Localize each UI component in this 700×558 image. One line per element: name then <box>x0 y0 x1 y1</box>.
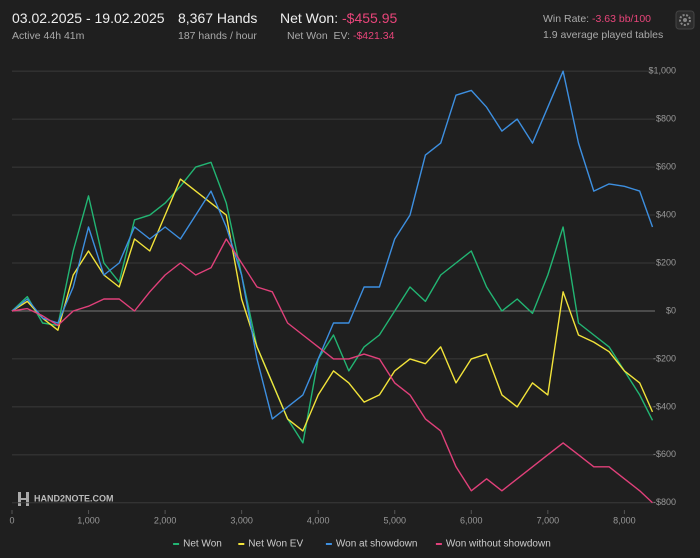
legend-item: Net Won EV <box>238 539 303 550</box>
series-line <box>11 70 654 420</box>
active-time: Active 44h 41m <box>12 30 85 42</box>
y-tick-label: $1,000 <box>648 66 676 76</box>
tables: 1.9 average played tables <box>543 29 664 41</box>
legend-item: Net Won <box>173 539 222 550</box>
net-won-ev-value: -$421.34 <box>352 30 395 42</box>
net-won: Net Won: -$455.95 <box>280 10 397 26</box>
win-rate: Win Rate: -3.63 bb/100 <box>543 13 651 25</box>
y-tick-label: $0 <box>666 305 676 315</box>
net-won-ev-label: Net Won EV: <box>287 30 351 42</box>
hands-rate: 187 hands / hour <box>178 30 257 42</box>
y-tick-label: $600 <box>656 161 676 171</box>
legend-label: Won at showdown <box>336 539 418 550</box>
logo: HAND2NOTE.COM <box>18 492 114 506</box>
y-tick-label: -$800 <box>653 497 676 507</box>
x-tick-label: 6,000 <box>460 515 483 525</box>
hands: 8,367 Hands <box>178 10 258 26</box>
series-line <box>11 238 653 504</box>
legend-item: Won at showdown <box>325 539 418 550</box>
series-line <box>11 161 654 444</box>
x-tick-label: 5,000 <box>383 515 406 525</box>
legend-label: Net Won EV <box>248 539 303 550</box>
x-tick-label: 0 <box>9 515 14 525</box>
win-rate-label: Win Rate: <box>543 13 590 25</box>
x-tick-label: 1,000 <box>77 515 100 525</box>
legend-item: Won without showdown <box>435 539 551 550</box>
series-line <box>11 178 654 432</box>
x-tick-label: 3,000 <box>230 515 253 525</box>
y-tick-label: $800 <box>656 114 676 124</box>
net-won-ev: Net Won EV: -$421.34 <box>287 30 394 42</box>
x-tick-label: 7,000 <box>537 515 560 525</box>
net-won-label: Net Won: <box>280 10 339 26</box>
y-tick-label: $400 <box>656 209 676 219</box>
y-tick-label: $200 <box>656 257 676 267</box>
y-tick-label: -$600 <box>653 449 676 459</box>
x-tick-label: 8,000 <box>613 515 636 525</box>
settings-icon[interactable] <box>675 10 695 30</box>
legend-label: Won without showdown <box>446 539 551 550</box>
win-rate-value: -3.63 bb/100 <box>592 13 651 25</box>
legend-label: Net Won <box>183 539 222 550</box>
net-won-value: -$455.95 <box>342 10 398 26</box>
x-tick-label: 4,000 <box>307 515 330 525</box>
date-range: 03.02.2025 - 19.02.2025 <box>12 10 165 26</box>
y-tick-label: -$400 <box>653 401 676 411</box>
y-tick-label: -$200 <box>653 353 676 363</box>
x-tick-label: 2,000 <box>154 515 177 525</box>
logo-text: HAND2NOTE.COM <box>34 493 114 503</box>
